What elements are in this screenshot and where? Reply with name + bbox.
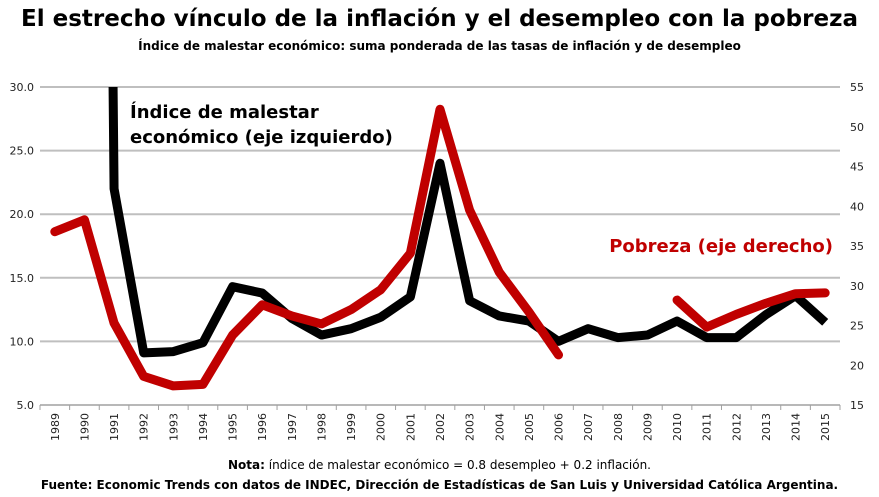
x-tick-label: 2012 — [730, 413, 743, 441]
x-tick-label: 1999 — [345, 413, 358, 441]
x-tick-label: 2004 — [493, 413, 506, 441]
x-tick-label: 1997 — [286, 413, 299, 441]
x-tick-label: 2009 — [641, 413, 654, 441]
x-tick-label: 2011 — [701, 413, 714, 441]
x-tick-label: 1992 — [138, 413, 151, 441]
left-axis-ticks: 5.0 10.0 15.0 20.0 25.0 30.0 — [10, 81, 35, 412]
chart-title: El estrecho vínculo de la inflación y el… — [21, 6, 858, 32]
pobreza-line — [50, 104, 564, 391]
left-tick-label: 10.0 — [10, 335, 35, 348]
x-tick-label: 1993 — [167, 413, 180, 441]
malestar-line — [108, 86, 829, 358]
left-tick-label: 20.0 — [10, 208, 35, 221]
series-lines — [50, 86, 830, 391]
x-tick-label: 2015 — [819, 413, 832, 441]
note-label: Nota: — [228, 458, 265, 472]
right-tick-label: 30 — [850, 280, 864, 293]
x-axis: 1989 1990 1991 1992 1993 1994 1995 1996 1997 1998… — [39, 404, 841, 441]
x-tick-label: 1994 — [197, 413, 210, 441]
x-tick-label: 2003 — [464, 413, 477, 441]
left-tick-label: 30.0 — [10, 81, 35, 94]
series-label-malestar-line1: Índice de malestar — [130, 101, 319, 123]
x-tick-label: 2000 — [375, 413, 388, 441]
x-tick-label: 1989 — [49, 413, 62, 441]
x-tick-label: 2002 — [434, 413, 447, 441]
right-tick-label: 40 — [850, 200, 864, 213]
pobreza-line — [672, 288, 830, 332]
x-tick-label: 1996 — [256, 413, 269, 441]
x-tick-label: 2008 — [612, 413, 625, 441]
right-tick-label: 45 — [850, 161, 864, 174]
line-chart: 5.0 10.0 15.0 20.0 25.0 30.0 15 20 25 30 35 40 45 50… — [10, 81, 865, 441]
x-tick-label: 2014 — [790, 413, 803, 441]
x-tick-label: 1995 — [227, 413, 240, 441]
x-tick-label: 2013 — [760, 413, 773, 441]
right-tick-label: 55 — [850, 81, 864, 94]
series-label-malestar-line2: económico (eje izquierdo) — [130, 127, 393, 148]
right-tick-label: 50 — [850, 121, 864, 134]
left-tick-label: 25.0 — [10, 145, 35, 158]
chart-subtitle: Índice de malestar económico: suma ponde… — [138, 39, 741, 53]
x-tick-label: 1998 — [315, 413, 328, 441]
x-tick-label: 1990 — [78, 413, 91, 441]
note-text: índice de malestar económico = 0.8 desem… — [264, 458, 651, 472]
x-tick-label: 1991 — [108, 413, 121, 441]
chart-source: Fuente: Economic Trends con datos de IND… — [40, 478, 839, 492]
right-tick-label: 15 — [850, 399, 864, 412]
x-tick-label: 2010 — [671, 413, 684, 441]
right-tick-label: 35 — [850, 240, 864, 253]
left-tick-label: 15.0 — [10, 272, 35, 285]
x-tick-label: 2006 — [553, 413, 566, 441]
right-tick-label: 20 — [850, 359, 864, 372]
left-tick-label: 5.0 — [17, 399, 35, 412]
series-label-pobreza: Pobreza (eje derecho) — [609, 236, 833, 257]
x-tick-label: 2005 — [523, 413, 536, 441]
right-tick-label: 25 — [850, 320, 864, 333]
x-tick-label: 2001 — [404, 413, 417, 441]
chart-note: Nota: índice de malestar económico = 0.8… — [0, 458, 879, 472]
right-axis-ticks: 15 20 25 30 35 40 45 50 55 — [850, 81, 864, 412]
x-tick-label: 2007 — [582, 413, 595, 441]
